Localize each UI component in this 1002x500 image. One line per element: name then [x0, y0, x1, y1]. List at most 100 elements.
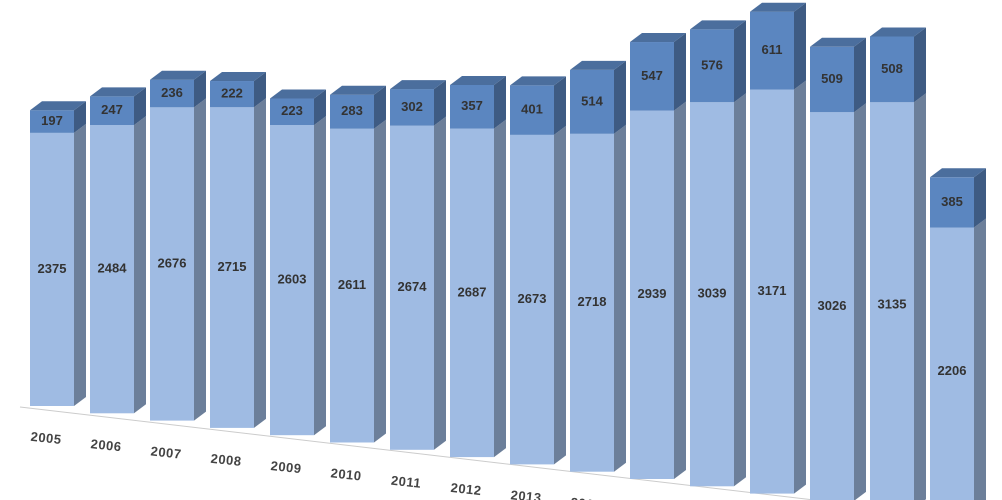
- bar-side: [74, 101, 86, 133]
- bar-segment: [510, 85, 554, 135]
- data-label: 223: [281, 103, 303, 118]
- bar-side: [314, 89, 326, 126]
- bar-segment: [330, 94, 374, 129]
- bar-segment: [930, 177, 974, 228]
- data-label: 283: [341, 103, 363, 118]
- x-tick-label: 2011: [390, 473, 422, 491]
- data-label: 401: [521, 102, 543, 117]
- bar-side: [194, 98, 206, 421]
- baseline: [19, 406, 819, 500]
- x-tick-label: 2012: [450, 480, 482, 498]
- bar-segment: [30, 132, 74, 406]
- data-label: 2939: [638, 286, 667, 301]
- bar-segment: [690, 102, 734, 487]
- bar-segment: [150, 107, 194, 421]
- bar-segment: [930, 227, 974, 500]
- data-label: 2611: [338, 277, 366, 292]
- bar-side: [794, 80, 806, 494]
- bar-side: [494, 119, 506, 458]
- x-tick-label: 2006: [90, 436, 122, 454]
- bar-side: [314, 116, 326, 436]
- bar-side: [674, 33, 686, 111]
- bar-segment: [750, 89, 794, 494]
- bar-top: [570, 60, 626, 70]
- data-label: 3039: [698, 286, 727, 301]
- bar-top: [450, 75, 506, 85]
- bar-side: [254, 72, 266, 108]
- data-label: 357: [461, 98, 483, 113]
- bar-side: [434, 80, 446, 126]
- bar-segment: [750, 11, 794, 90]
- bar-side: [134, 87, 146, 126]
- bar-side: [854, 37, 866, 113]
- data-label: 508: [881, 61, 903, 76]
- bar-segment: [870, 36, 914, 103]
- bar-side: [554, 125, 566, 465]
- bar-side: [854, 103, 866, 500]
- x-tick-label: 2013: [510, 487, 542, 500]
- bar-segment: [390, 89, 434, 126]
- x-tick-label: 2009: [270, 458, 302, 476]
- bar-segment: [690, 29, 734, 103]
- x-tick-label: 2008: [210, 451, 242, 469]
- bar-side: [194, 70, 206, 108]
- bar-side: [914, 27, 926, 103]
- data-label: 514: [581, 93, 603, 108]
- data-label: 2674: [398, 279, 428, 294]
- bar-top: [510, 76, 566, 86]
- data-label: 2375: [38, 261, 67, 276]
- bar-segment: [150, 79, 194, 108]
- bar-side: [434, 116, 446, 450]
- bar-side: [74, 123, 86, 406]
- bar-top: [690, 20, 746, 30]
- data-label: 2673: [518, 291, 547, 306]
- data-label: 2603: [278, 272, 307, 287]
- bar-segment: [630, 110, 674, 480]
- data-label: 236: [161, 85, 183, 100]
- data-label: 385: [941, 194, 963, 209]
- bar-side: [254, 98, 266, 428]
- bar-top: [870, 27, 926, 37]
- bar-top: [810, 37, 866, 47]
- bar-segment: [330, 128, 374, 443]
- bar-top: [90, 87, 146, 97]
- bar-segment: [270, 125, 314, 436]
- bar-segment: [30, 110, 74, 133]
- bar-segment: [390, 125, 434, 450]
- x-tick-label: 2007: [150, 443, 182, 461]
- bar-side: [374, 85, 386, 129]
- bar-side: [734, 93, 746, 487]
- bar-top: [150, 70, 206, 80]
- bar-side: [614, 124, 626, 472]
- data-label: 2715: [218, 259, 247, 274]
- bar-side: [674, 101, 686, 480]
- bar-segment: [810, 46, 854, 113]
- bar-side: [134, 116, 146, 414]
- bar-side: [614, 60, 626, 134]
- data-label: 222: [221, 86, 243, 101]
- x-tick-label: 2005: [30, 429, 62, 447]
- data-label: 197: [41, 113, 63, 128]
- data-label: 2676: [158, 255, 187, 270]
- bar-side: [974, 168, 986, 228]
- bar-side: [374, 119, 386, 443]
- bar-segment: [450, 128, 494, 458]
- bar-side: [914, 93, 926, 500]
- bar-segment: [90, 125, 134, 414]
- data-label: 2687: [458, 284, 487, 299]
- bar-side: [794, 2, 806, 90]
- bar-segment: [570, 69, 614, 134]
- bar-segment: [90, 96, 134, 126]
- bar-segment: [510, 134, 554, 465]
- bar-top: [930, 168, 986, 178]
- bar-top: [210, 72, 266, 82]
- bar-segment: [810, 112, 854, 500]
- x-tick-label: 2014: [570, 495, 603, 500]
- bar-segment: [270, 98, 314, 126]
- data-label: 576: [701, 57, 723, 72]
- bar-top: [330, 85, 386, 95]
- bar-top: [30, 101, 86, 111]
- data-label: 611: [762, 42, 783, 57]
- bar-side: [494, 75, 506, 129]
